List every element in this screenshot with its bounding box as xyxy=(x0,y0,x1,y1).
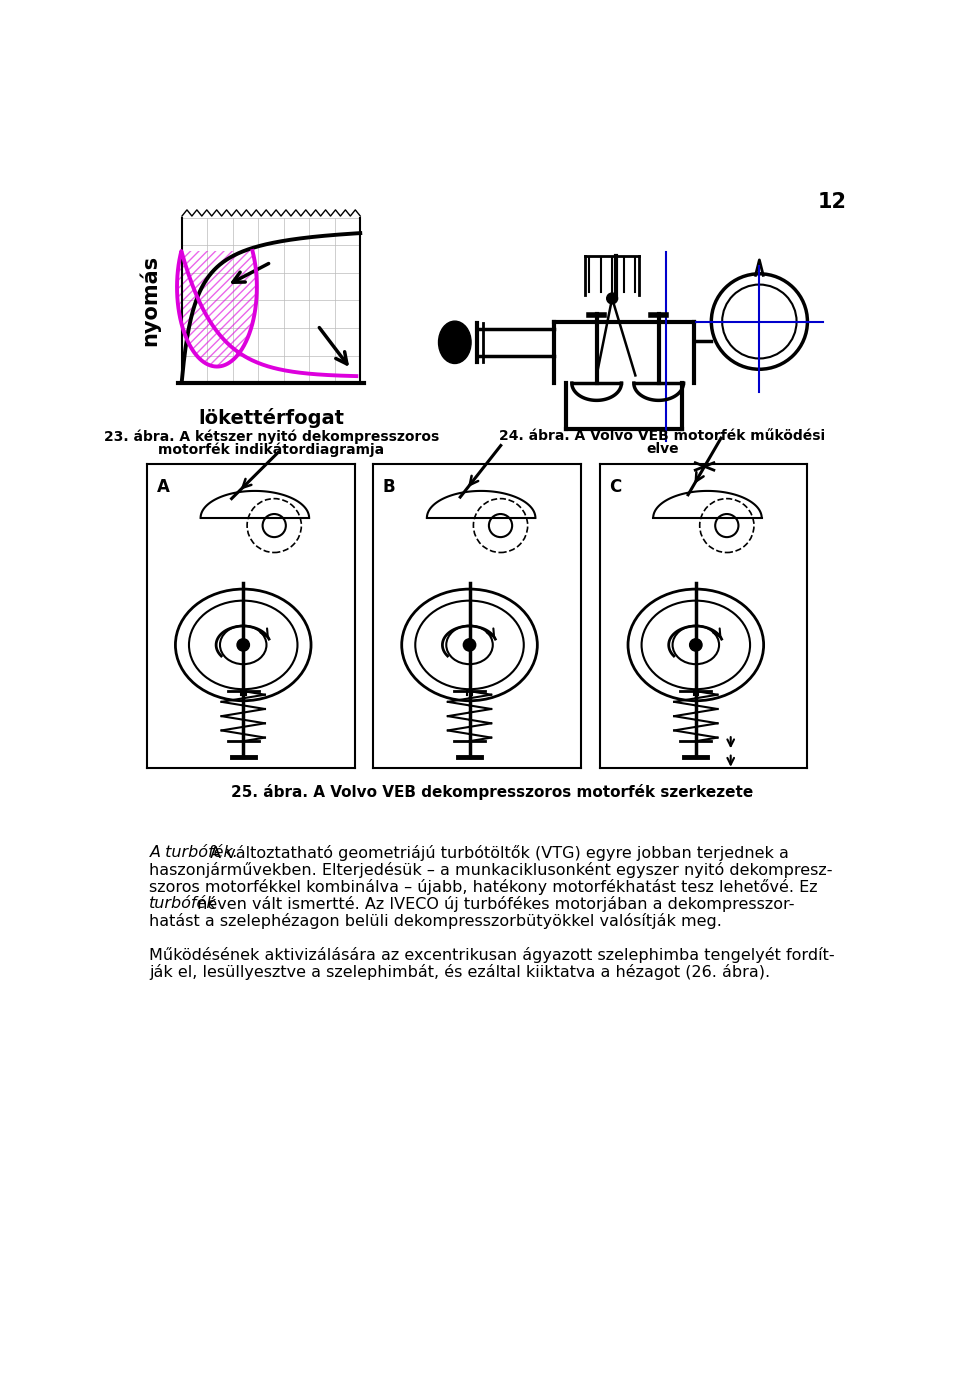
Circle shape xyxy=(237,639,250,651)
Text: Működésének aktivizálására az excentrikusan ágyazott szelephimba tengelyét fordí: Működésének aktivizálására az excentriku… xyxy=(150,946,835,963)
Text: lökettérfogat: lökettérfogat xyxy=(198,408,344,427)
Text: C: C xyxy=(609,477,621,496)
Text: 24. ábra. A Volvo VEB motorfék működési: 24. ábra. A Volvo VEB motorfék működési xyxy=(499,430,826,444)
Circle shape xyxy=(464,639,476,651)
Text: 25. ábra. A Volvo VEB dekompresszoros motorfék szerkezete: 25. ábra. A Volvo VEB dekompresszoros mo… xyxy=(230,783,754,800)
Text: nyomás: nyomás xyxy=(138,254,160,346)
Text: haszonjárművekben. Elterjedésük – a munkaciklusonként egyszer nyitó dekompresz-: haszonjárművekben. Elterjedésük – a munk… xyxy=(150,863,833,878)
Text: A turbófék.: A turbófék. xyxy=(150,845,238,860)
Text: szoros motorfékkel kombinálva – újabb, hatékony motorfékhatást tesz lehetővé. Ez: szoros motorfékkel kombinálva – újabb, h… xyxy=(150,879,818,895)
Text: 12: 12 xyxy=(818,193,847,212)
Circle shape xyxy=(607,293,617,304)
Text: A változtatható geometriájú turbótöltők (VTG) egyre jobban terjednek a: A változtatható geometriájú turbótöltők … xyxy=(205,845,789,861)
Text: B: B xyxy=(383,477,396,496)
Text: 23. ábra. A kétszer nyitó dekompresszoros: 23. ábra. A kétszer nyitó dekompresszoro… xyxy=(104,430,439,444)
Circle shape xyxy=(689,639,702,651)
Ellipse shape xyxy=(439,321,471,363)
Text: A: A xyxy=(156,477,169,496)
Text: elve: elve xyxy=(646,443,679,456)
Text: hatást a szelephézagon belüli dekompresszorbütyökkel valósítják meg.: hatást a szelephézagon belüli dekompress… xyxy=(150,913,722,928)
Text: ják el, lesüllyesztve a szelephimbát, és ezáltal kiiktatva a hézagot (26. ábra).: ják el, lesüllyesztve a szelephimbát, és… xyxy=(150,963,771,980)
Text: turbófék: turbófék xyxy=(150,896,217,912)
Text: motorfék indikátordiagramja: motorfék indikátordiagramja xyxy=(158,443,384,456)
Text: néven vált ismertté. Az IVECO új turbófékes motorjában a dekompresszor-: néven vált ismertté. Az IVECO új turbófé… xyxy=(192,896,795,912)
